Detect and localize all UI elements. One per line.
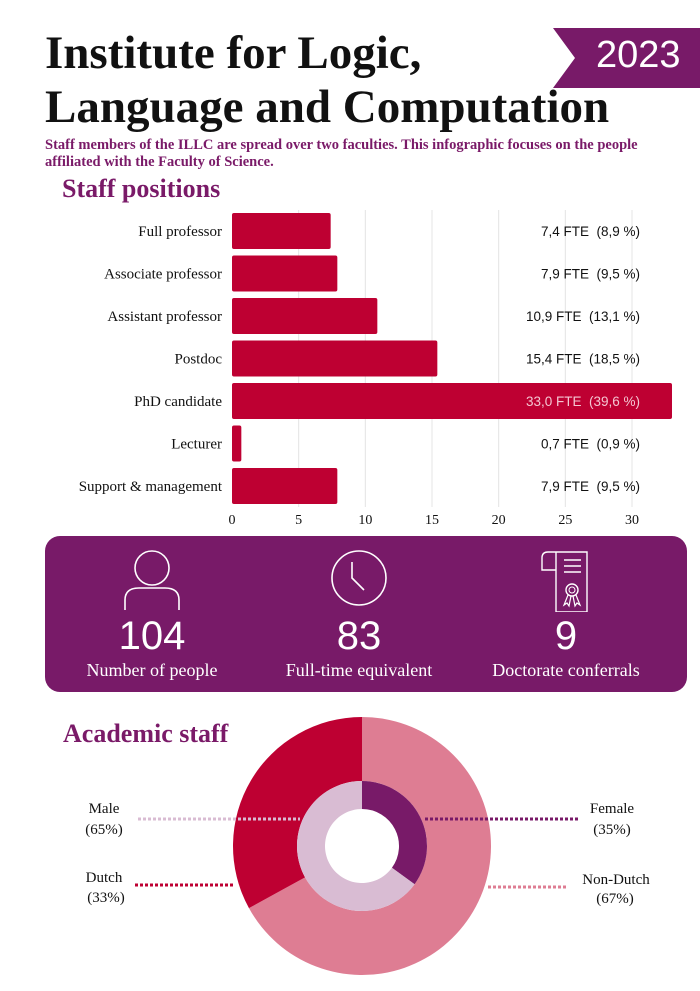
title-line-1: Institute for Logic, bbox=[45, 27, 422, 79]
data-label: 7,4 FTE (8,9 %) bbox=[541, 224, 640, 239]
stat-label: Number of people bbox=[86, 660, 218, 680]
label-female: Female bbox=[590, 801, 634, 817]
x-tick-label: 20 bbox=[492, 513, 506, 528]
category-label: Assistant professor bbox=[107, 309, 222, 325]
stats-panel: 104 Number of people 83 Full-time equiva… bbox=[45, 536, 687, 692]
page-title: Institute for Logic, Language and Comput… bbox=[45, 26, 609, 134]
category-label: Associate professor bbox=[104, 267, 222, 283]
data-label: 7,9 FTE (9,5 %) bbox=[541, 479, 640, 494]
slice-male bbox=[296, 781, 415, 911]
value-male: (65%) bbox=[85, 822, 123, 838]
slice-dutch bbox=[233, 717, 362, 909]
value-dutch: (33%) bbox=[87, 890, 125, 906]
category-label: Postdoc bbox=[174, 352, 222, 368]
staff-positions-chart: 0 5 10 15 20 25 30 Full professor 7,4 FTE (8,9 %… bbox=[79, 210, 672, 528]
person-icon bbox=[124, 550, 180, 610]
x-tick-label: 0 bbox=[229, 513, 236, 528]
year-label: 2023 bbox=[596, 34, 681, 76]
label-non-dutch: Non-Dutch bbox=[582, 872, 650, 888]
diploma-icon bbox=[541, 551, 588, 612]
bar bbox=[232, 213, 331, 249]
year-ribbon bbox=[553, 28, 700, 88]
data-label: 33,0 FTE (39,6 %) bbox=[526, 394, 640, 409]
bar bbox=[232, 468, 338, 504]
stat-value: 83 bbox=[336, 614, 382, 658]
bar bbox=[232, 340, 438, 377]
bar bbox=[232, 298, 378, 334]
bar bbox=[232, 383, 672, 419]
clock-icon bbox=[331, 550, 387, 606]
bar-chart-title: Staff positions bbox=[62, 174, 221, 203]
data-label: 10,9 FTE (13,1 %) bbox=[526, 309, 640, 324]
label-male: Male bbox=[89, 801, 120, 817]
intro-text: Staff members of the ILLC are spread ove… bbox=[45, 137, 638, 170]
x-tick-label: 30 bbox=[625, 513, 639, 528]
slice-female bbox=[362, 781, 427, 885]
label-dutch: Dutch bbox=[86, 870, 123, 886]
x-tick-label: 25 bbox=[558, 513, 572, 528]
category-label: Full professor bbox=[138, 224, 222, 240]
data-label: 0,7 FTE (0,9 %) bbox=[541, 437, 640, 452]
data-label: 15,4 FTE (18,5 %) bbox=[526, 352, 640, 367]
stat-label: Doctorate conferrals bbox=[492, 660, 640, 680]
bar bbox=[232, 255, 338, 292]
stat-value: 104 bbox=[118, 614, 186, 658]
x-tick-label: 10 bbox=[358, 513, 372, 528]
category-label: PhD candidate bbox=[134, 394, 222, 410]
academic-staff-chart: Male (65%) Female (35%) Dutch (33%) Non-Dutch (… bbox=[85, 717, 650, 975]
data-label: 7,9 FTE (9,5 %) bbox=[541, 267, 640, 282]
title-line-2: Language and Computation bbox=[45, 81, 610, 133]
slice-non-dutch bbox=[248, 717, 492, 975]
stat-label: Full-time equivalent bbox=[285, 660, 433, 680]
x-tick-label: 15 bbox=[425, 513, 439, 528]
value-female: (35%) bbox=[593, 822, 631, 838]
category-label: Lecturer bbox=[171, 437, 222, 453]
bar bbox=[232, 425, 242, 462]
stat-value: 9 bbox=[554, 614, 578, 658]
value-non-dutch: (67%) bbox=[596, 891, 634, 907]
x-tick-label: 5 bbox=[295, 513, 302, 528]
donut-chart-title: Academic staff bbox=[63, 719, 229, 748]
category-label: Support & management bbox=[79, 479, 223, 495]
